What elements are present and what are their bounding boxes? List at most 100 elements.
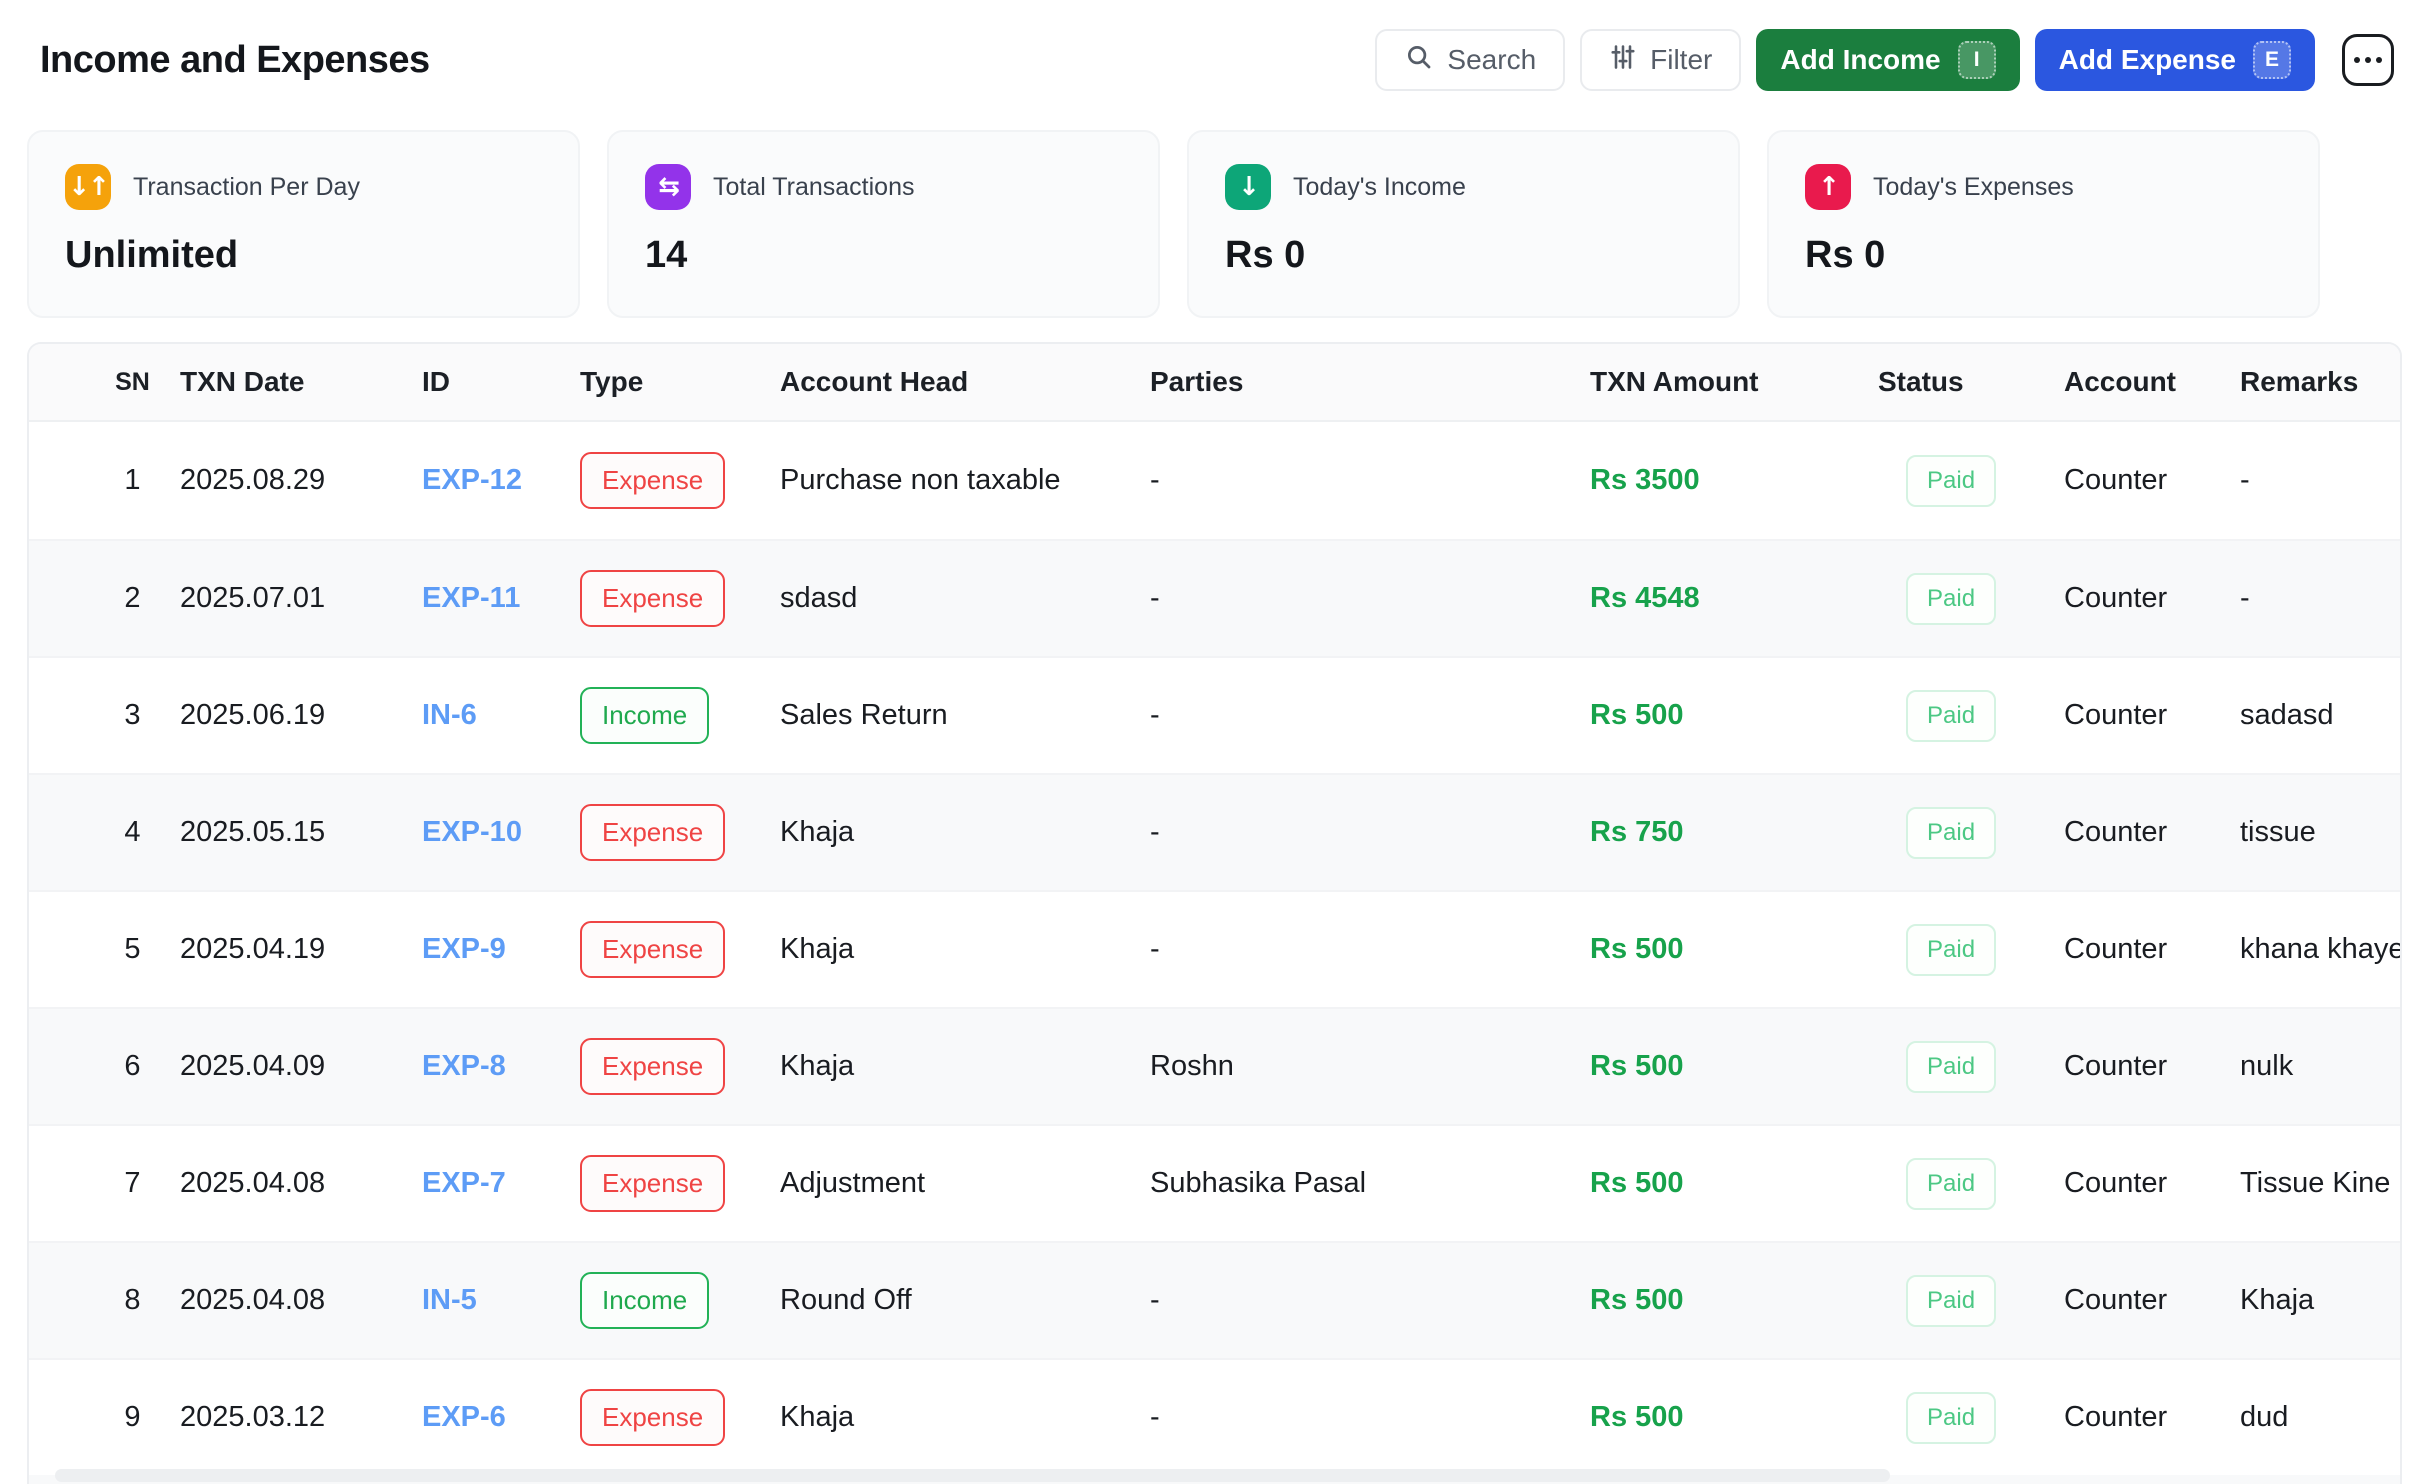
add-expense-button[interactable]: Add Expense E (2034, 29, 2315, 91)
table-row[interactable]: 4 2025.05.15 EXP-10 Expense Khaja - Rs 7… (29, 773, 2400, 890)
stat-label: Today's Expenses (1873, 172, 2074, 201)
filter-button[interactable]: Filter (1580, 29, 1742, 91)
cell-parties: Subhasika Pasal (1150, 1167, 1367, 1199)
shortcut-key-badge: E (2253, 41, 2291, 79)
cell-account-head: Purchase non taxable (780, 464, 1061, 496)
more-options-button[interactable] (2342, 34, 2394, 86)
type-badge: Expense (580, 921, 726, 978)
horizontal-scrollbar-thumb[interactable] (55, 1469, 1890, 1482)
table-row[interactable]: 2 2025.07.01 EXP-11 Expense sdasd - Rs 4… (29, 539, 2400, 656)
page-header: Income and Expenses Search Filter Add In… (0, 0, 2428, 92)
cell-status: Paid (1878, 1157, 2064, 1210)
cell-parties: - (1150, 582, 1160, 614)
add-expense-label: Add Expense (2058, 44, 2236, 75)
table-row[interactable]: 8 2025.04.08 IN-5 Income Round Off - Rs … (29, 1241, 2400, 1358)
cell-txn-id[interactable]: IN-6 (422, 699, 477, 731)
add-income-button[interactable]: Add Income I (1756, 29, 2020, 91)
cell-type: Expense (580, 804, 780, 861)
cell-type: Income (580, 1272, 780, 1329)
cell-type: Expense (580, 1038, 780, 1095)
stat-value: Rs 0 (1805, 234, 1886, 276)
cell-parties: - (1150, 816, 1160, 848)
cell-txn-amount: Rs 500 (1590, 1050, 1684, 1082)
arrow-down-icon: ↓ (1225, 164, 1271, 210)
cell-status: Paid (1878, 1040, 2064, 1093)
cell-remarks: - (2240, 582, 2250, 614)
status-badge: Paid (1906, 572, 1997, 625)
cell-txn-amount: Rs 500 (1590, 1401, 1684, 1433)
cell-account: Counter (2064, 699, 2168, 731)
status-badge: Paid (1906, 454, 1997, 507)
cell-account: Counter (2064, 1401, 2168, 1433)
table-row[interactable]: 9 2025.03.12 EXP-6 Expense Khaja - Rs 50… (29, 1358, 2400, 1475)
table-row[interactable]: 7 2025.04.08 EXP-7 Expense Adjustment Su… (29, 1124, 2400, 1241)
filter-sliders-icon (1609, 43, 1637, 78)
search-button[interactable]: Search (1375, 29, 1566, 91)
cell-txn-date: 2025.04.09 (180, 1050, 326, 1082)
cell-txn-amount: Rs 750 (1590, 816, 1684, 848)
table-body: 1 2025.08.29 EXP-12 Expense Purchase non… (29, 422, 2400, 1475)
search-label: Search (1447, 44, 1537, 75)
cell-txn-id[interactable]: EXP-9 (422, 933, 506, 965)
transactions-table: SN TXN Date ID Type Account Head Parties… (27, 342, 2402, 1484)
cell-account: Counter (2064, 933, 2168, 965)
cell-account: Counter (2064, 816, 2168, 848)
cell-txn-id[interactable]: EXP-10 (422, 816, 522, 848)
cell-parties: - (1150, 933, 1160, 965)
cell-txn-id[interactable]: EXP-12 (422, 464, 522, 496)
cell-account-head: Khaja (780, 816, 855, 848)
stat-label: Today's Income (1293, 172, 1466, 201)
cell-type: Expense (580, 1155, 780, 1212)
cell-txn-id[interactable]: EXP-11 (422, 582, 521, 614)
type-badge: Expense (580, 1155, 726, 1212)
cell-account-head: Adjustment (780, 1167, 926, 1199)
cell-txn-date: 2025.07.01 (180, 582, 326, 614)
cell-type: Expense (580, 570, 780, 627)
cell-parties: - (1150, 1284, 1160, 1316)
stat-label: Transaction Per Day (133, 172, 360, 201)
table-row[interactable]: 1 2025.08.29 EXP-12 Expense Purchase non… (29, 422, 2400, 539)
cell-txn-date: 2025.05.15 (180, 816, 326, 848)
cell-remarks: Tissue Kine (2240, 1167, 2391, 1199)
cell-type: Expense (580, 1389, 780, 1446)
cell-remarks: sadasd (2240, 699, 2334, 731)
add-income-label: Add Income (1780, 44, 1941, 75)
cell-txn-id[interactable]: EXP-7 (422, 1167, 506, 1199)
cell-remarks: tissue (2240, 816, 2316, 848)
column-header-remarks: Remarks (2240, 366, 2359, 397)
cell-txn-date: 2025.03.12 (180, 1401, 326, 1433)
filter-label: Filter (1650, 44, 1713, 75)
cell-type: Expense (580, 921, 780, 978)
table-row[interactable]: 6 2025.04.09 EXP-8 Expense Khaja Roshn R… (29, 1007, 2400, 1124)
table-row[interactable]: 5 2025.04.19 EXP-9 Expense Khaja - Rs 50… (29, 890, 2400, 1007)
table-row[interactable]: 3 2025.06.19 IN-6 Income Sales Return - … (29, 656, 2400, 773)
cell-sn: 4 (124, 816, 141, 848)
cell-txn-id[interactable]: IN-5 (422, 1284, 477, 1316)
cell-sn: 9 (124, 1401, 141, 1433)
status-badge: Paid (1906, 1040, 1997, 1093)
page-title: Income and Expenses (40, 38, 430, 81)
cell-account: Counter (2064, 464, 2168, 496)
cell-txn-date: 2025.08.29 (180, 464, 326, 496)
cell-remarks: nulk (2240, 1050, 2294, 1082)
cell-txn-id[interactable]: EXP-6 (422, 1401, 506, 1433)
stat-card-transaction-per-day: ↓↑ Transaction Per Day Unlimited (27, 130, 580, 318)
more-options-icon (2354, 57, 2382, 63)
cell-status: Paid (1878, 1274, 2064, 1327)
cell-txn-date: 2025.04.19 (180, 933, 326, 965)
column-header-account: Account (2064, 366, 2176, 397)
cell-txn-id[interactable]: EXP-8 (422, 1050, 506, 1082)
cell-account-head: Round Off (780, 1284, 912, 1316)
cell-account-head: sdasd (780, 582, 858, 614)
cell-parties: Roshn (1150, 1050, 1234, 1082)
type-badge: Expense (580, 804, 726, 861)
cell-txn-amount: Rs 4548 (1590, 582, 1700, 614)
cell-txn-amount: Rs 500 (1590, 933, 1684, 965)
status-badge: Paid (1906, 1274, 1997, 1327)
cell-account-head: Khaja (780, 933, 855, 965)
cell-account: Counter (2064, 1284, 2168, 1316)
cell-status: Paid (1878, 1391, 2064, 1444)
column-header-type: Type (580, 366, 644, 397)
cell-account-head: Sales Return (780, 699, 948, 731)
stat-label: Total Transactions (713, 172, 915, 201)
